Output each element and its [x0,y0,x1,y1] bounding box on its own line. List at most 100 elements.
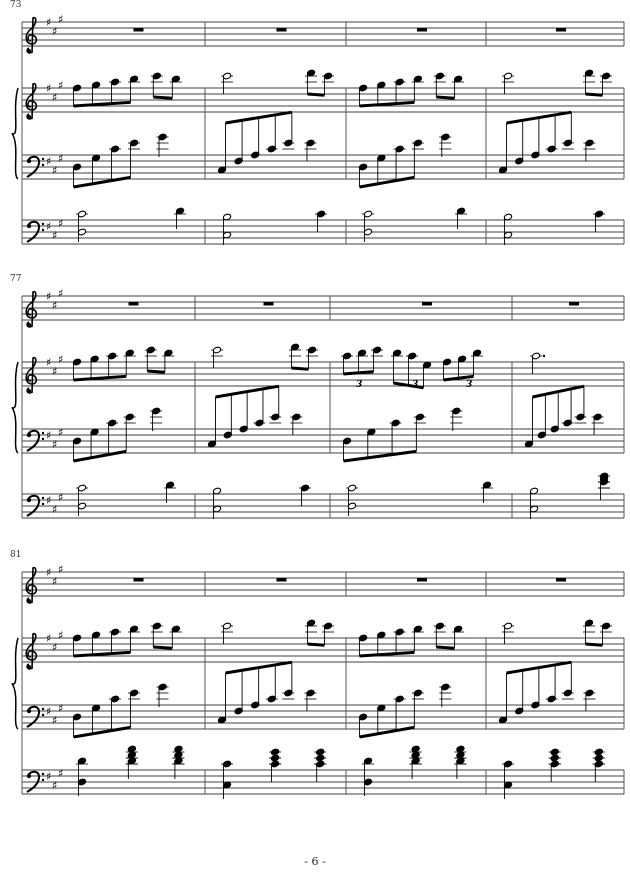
dot [542,354,546,358]
beam [73,650,131,658]
beam [506,660,572,675]
note-head [529,505,539,513]
sharp-icon: ♯ [46,220,51,233]
note-head [77,502,87,510]
bass-clef-icon [41,502,45,506]
sharp-icon: ♯ [58,287,63,300]
sharp-icon: ♯ [46,770,51,783]
bass-clef-icon [41,707,45,711]
note-head [599,472,609,480]
bass-clef-icon [26,429,41,452]
sharp-icon: ♯ [46,155,51,168]
bass-clef-icon [26,155,41,178]
whole-rest-icon [276,28,287,32]
tuplet-number: 3 [466,380,473,390]
note-head [503,231,513,239]
bass-clef-icon [26,223,32,229]
sharp-icon: ♯ [46,82,51,95]
sharp-icon: ♯ [58,217,63,230]
beam [359,100,415,108]
piano-brace-icon [11,637,19,730]
bass-clef-icon [26,494,41,517]
treble-clef-icon [27,323,31,327]
treble-clef-icon [25,632,38,670]
sharp-icon: ♯ [52,438,57,451]
treble-clef-icon [25,566,38,604]
sharp-icon: ♯ [52,365,57,378]
bass-clef-icon [41,228,45,232]
bass-clef-icon [26,220,41,243]
whole-rest-icon [133,28,144,32]
note-head [127,745,137,753]
beam [359,725,415,739]
bass-clef-icon [26,705,41,728]
note-head [411,745,420,753]
whole-rest-icon [133,578,144,582]
sharp-icon: ♯ [52,229,57,242]
treble-clef-icon [27,49,31,53]
bass-clef-icon [41,496,45,500]
beam [73,175,131,189]
bass-clef-icon [26,432,32,438]
beam [225,660,293,675]
beam [291,366,309,371]
note-head [212,505,222,513]
sharp-icon: ♯ [58,491,63,504]
beam [73,374,127,382]
whole-rest-icon [128,302,139,306]
bass-clef-icon [41,157,45,161]
note-head [77,228,87,236]
bass-clef-icon [26,497,32,503]
treble-clef-icon [25,356,38,394]
sharp-icon: ♯ [58,767,63,780]
piano-brace-icon [11,361,19,454]
sharp-icon: ♯ [46,356,51,369]
piano-brace-icon [11,87,19,180]
beam [393,381,424,390]
note-head [594,748,604,756]
beam [147,369,165,374]
sharp-icon: ♯ [46,494,51,507]
treble-clef-icon [25,16,38,54]
tuplet-number: 3 [412,380,419,390]
sharp-icon: ♯ [52,91,57,104]
bass-clef-icon [41,163,45,167]
sharp-icon: ♯ [46,705,51,718]
beam [225,110,293,125]
treble-clef-icon [25,82,38,120]
note-head [456,745,465,753]
bass-clef-icon [41,713,45,717]
sharp-icon: ♯ [58,702,63,715]
beam [73,100,131,108]
bass-clef-icon [26,773,32,779]
note-head [363,228,373,236]
sharp-icon: ♯ [52,779,57,792]
note-head [270,748,280,756]
sharp-icon: ♯ [52,641,57,654]
measure-number: 73 [10,0,22,10]
beam [343,449,417,463]
note-head [315,748,325,756]
note-head [174,745,183,753]
sharp-icon: ♯ [46,566,51,579]
bass-clef-icon [41,778,45,782]
bass-clef-icon [26,708,32,714]
treble-clef-icon [27,665,31,669]
bass-clef-icon [41,437,45,441]
measure-number: 77 [10,274,22,284]
sharp-icon: ♯ [46,429,51,442]
beam [359,650,415,658]
bass-clef-icon [41,431,45,435]
treble-clef-icon [25,290,38,328]
tuplet-number: 3 [356,380,363,390]
bass-clef-icon [26,770,41,793]
note-head [347,502,357,510]
bass-clef-icon [41,772,45,776]
sharp-icon: ♯ [58,353,63,366]
beam [585,642,603,647]
beam [73,725,131,739]
sharp-icon: ♯ [52,299,57,312]
sharp-icon: ♯ [52,714,57,727]
beam [585,92,603,97]
